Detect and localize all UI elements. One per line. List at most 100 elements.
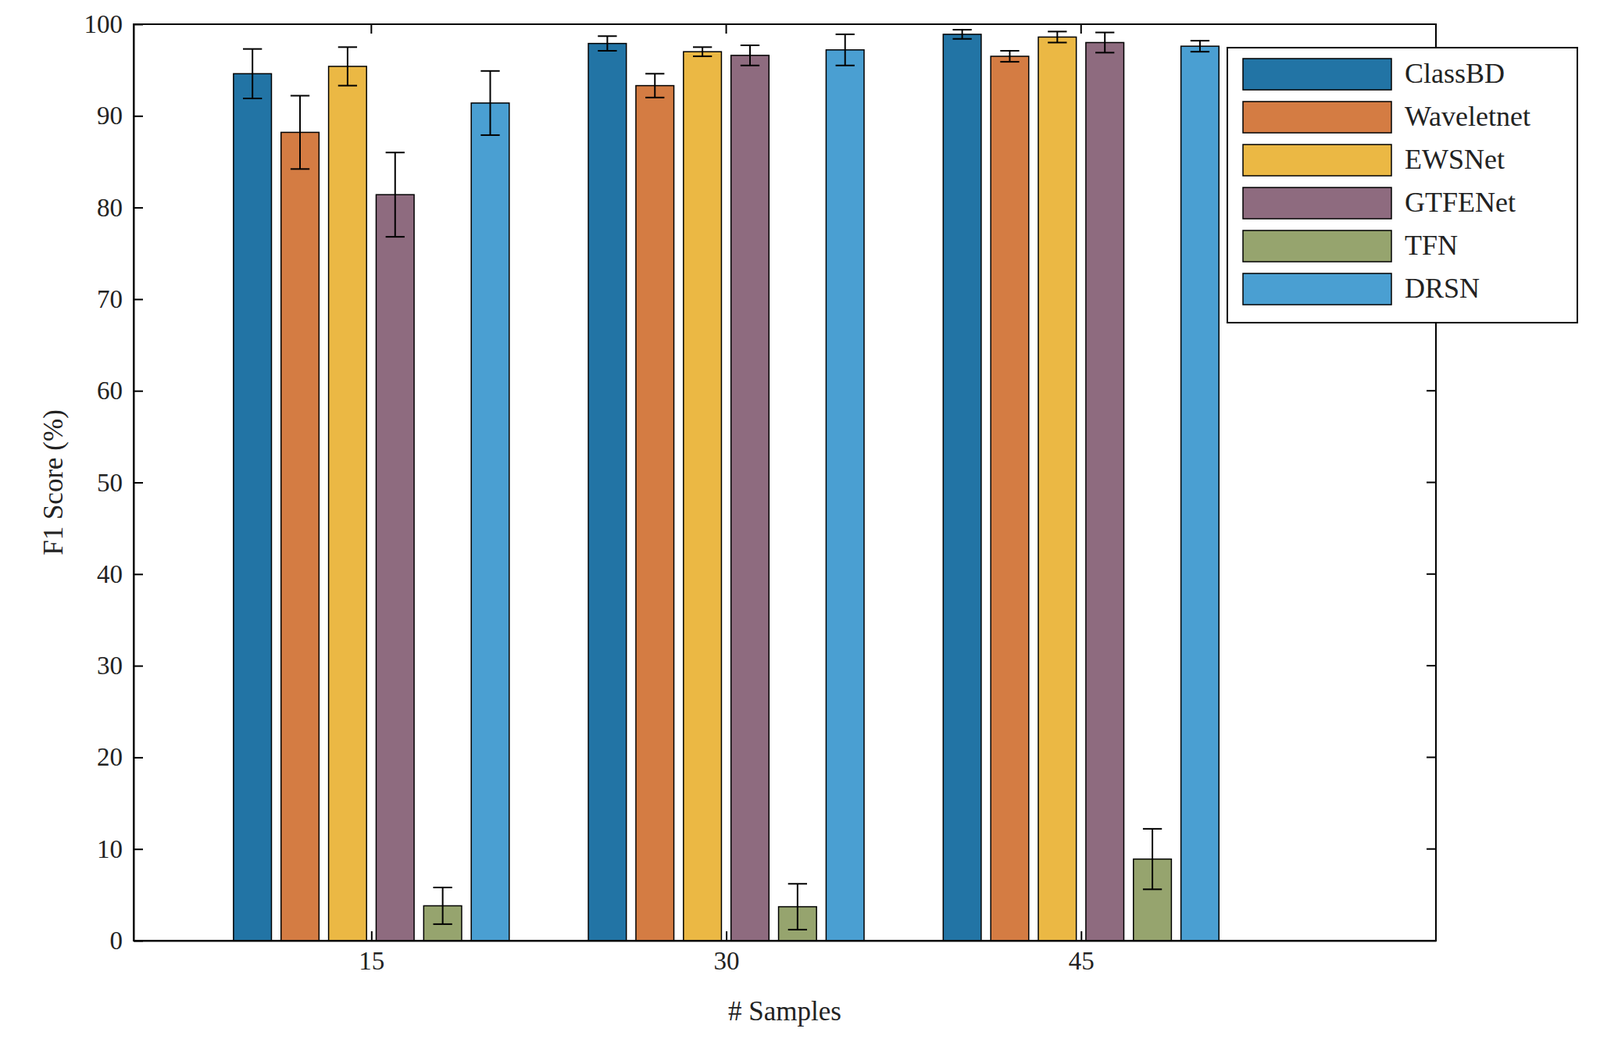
y-tick: 10 [96,835,143,864]
error-cap [338,46,358,48]
bar [635,85,675,941]
y-tick-label: 40 [96,560,123,589]
x-tick-mark-top [725,24,728,34]
x-tick-mark [725,931,728,941]
legend-box [1227,47,1578,323]
bar [825,50,865,941]
y-tick-label: 70 [96,285,123,314]
y-tick: 30 [96,651,143,680]
x-tick-mark-top [1080,24,1083,34]
error-stem [442,887,444,925]
error-bar [385,152,405,237]
error-cap [1190,50,1210,53]
error-stem [346,46,349,86]
y-tick-mark [133,848,143,850]
y-tick-label: 50 [96,468,123,497]
y-tick-mark-right [1426,664,1436,667]
error-bar [432,887,452,925]
error-stem [1151,828,1154,890]
error-bar [1095,32,1115,54]
y-tick: 50 [96,468,143,497]
error-cap [645,72,665,75]
error-cap [480,70,500,72]
x-tick-label: 30 [714,946,740,975]
error-stem [299,95,301,169]
error-cap [242,97,262,100]
legend-label: GTFENet [1404,186,1516,218]
error-bar [692,46,712,57]
x-tick-mark [1080,931,1083,941]
y-tick: 100 [84,10,144,39]
bar [683,51,722,941]
error-cap [645,96,665,99]
error-cap [952,38,972,40]
error-stem [1103,32,1106,54]
x-tick-label: 45 [1068,946,1095,975]
plot-area [233,29,1219,941]
error-stem [489,71,491,136]
y-tick: 20 [96,742,143,772]
y-tick-mark [133,207,143,209]
error-cap [338,85,358,87]
y-axis: 0102030405060708090100 [84,10,144,955]
error-cap [835,64,855,67]
bar [588,43,627,941]
legend-swatch [1242,101,1392,133]
error-cap [597,50,617,52]
error-stem [1056,31,1058,43]
y-tick-label: 80 [96,193,123,222]
x-tick: 30 [714,931,740,975]
x-axis-title: # Samples [728,996,842,1027]
legend-swatch [1242,230,1392,262]
y-tick-mark-right [1426,756,1436,758]
y-tick-label: 60 [96,376,123,405]
error-bar [290,95,310,169]
error-bar [1047,31,1067,43]
y-tick: 80 [96,193,143,222]
error-stem [251,49,254,99]
bar [375,194,415,941]
error-cap [788,882,808,885]
error-cap [788,928,808,931]
error-stem [749,45,751,66]
y-tick: 40 [96,560,143,589]
legend-swatch [1242,58,1392,90]
y-tick-mark [133,390,143,393]
error-cap [1190,39,1210,42]
error-cap [385,235,405,238]
error-stem [394,152,397,237]
error-cap [290,167,310,170]
error-stem [653,73,656,97]
error-cap [1095,51,1115,54]
error-cap [1095,32,1115,34]
error-cap [480,134,500,136]
bar [1038,36,1077,941]
x-tick-mark-top [370,24,372,34]
error-cap [385,151,405,154]
error-cap [952,28,972,31]
bar [1085,42,1125,941]
y-tick: 60 [96,376,143,405]
y-tick-label: 20 [96,742,123,772]
error-cap [1142,888,1162,890]
error-cap [692,46,712,48]
y-tick-mark-right [1426,389,1436,392]
error-stem [1008,50,1011,62]
legend-swatch [1242,187,1392,219]
error-bar [645,73,665,97]
error-cap [1047,41,1067,43]
error-stem [1199,40,1201,52]
x-tick: 15 [358,931,385,975]
y-tick-label: 90 [96,101,123,130]
legend: ClassBDWaveletnetEWSNetGTFENetTFNDRSN [1227,47,1578,323]
y-tick: 90 [96,101,143,130]
bar [328,66,368,941]
bar [731,55,770,941]
legend-label: TFN [1404,229,1458,261]
error-bar [597,35,617,51]
x-axis-line [134,940,1437,943]
x-axis: 15 30 45 [134,931,1437,975]
y-tick-label: 30 [96,651,123,680]
y-tick-mark [133,298,143,300]
chart: 0102030405060708090100153045# SamplesF1 … [0,0,1600,1050]
